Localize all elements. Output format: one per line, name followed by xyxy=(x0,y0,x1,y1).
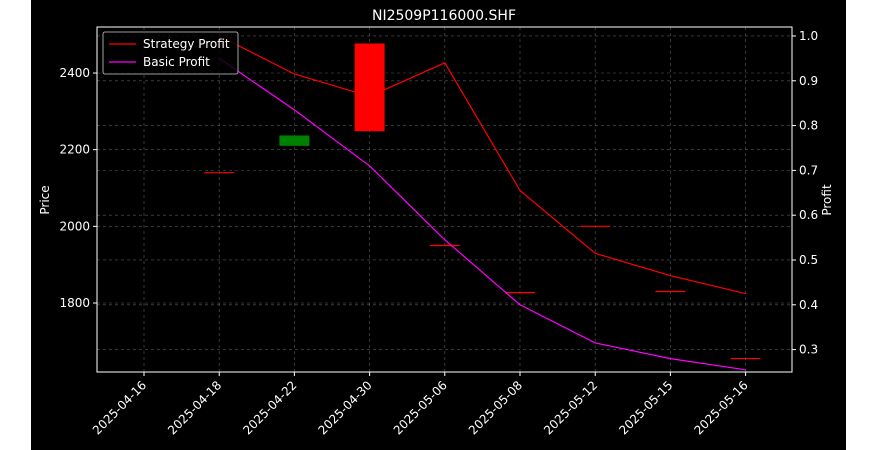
legend: Strategy Profit Basic Profit xyxy=(102,31,239,75)
profit-lines xyxy=(218,35,746,371)
y-right-tick-label: 0.9 xyxy=(799,74,818,88)
x-tick-label: 2025-05-06 xyxy=(391,378,450,437)
x-tick-label: 2025-05-12 xyxy=(541,378,600,437)
legend-box xyxy=(102,31,239,75)
y-left-tick-label: 2000 xyxy=(59,219,90,233)
candle xyxy=(354,43,385,132)
y-axis-right-label: Profit xyxy=(820,184,834,216)
candle xyxy=(279,135,310,146)
y-right-tick-label: 0.8 xyxy=(799,119,818,133)
plot-area xyxy=(97,27,792,372)
y-right-tick-label: 0.6 xyxy=(799,208,818,222)
y-axis-left-label: Price xyxy=(38,185,52,214)
y-right-tick-label: 0.4 xyxy=(799,298,818,312)
y-left-tick-label: 2200 xyxy=(59,143,90,157)
chart-figure: 2025-04-16 2025-04-18 2025-04-22 2025-04-30… xyxy=(31,0,846,450)
x-tick-label: 2025-05-15 xyxy=(616,378,675,437)
x-tick-label: 2025-04-16 xyxy=(90,378,149,437)
strategy-profit-line xyxy=(218,35,746,295)
price-profit-chart: 2025-04-16 2025-04-18 2025-04-22 2025-04-30… xyxy=(38,8,834,437)
x-tick-label: 2025-04-30 xyxy=(316,378,375,437)
x-tick-label: 2025-04-22 xyxy=(240,378,299,437)
legend-label-basic-profit: Basic Profit xyxy=(143,55,210,69)
y-right-tick-label: 0.7 xyxy=(799,163,818,177)
y-axis-left: 1800 2000 2200 2400 xyxy=(59,66,97,310)
x-tick-label: 2025-05-16 xyxy=(692,378,751,437)
y-left-tick-label: 2400 xyxy=(59,66,90,80)
chart-title: NI2509P116000.SHF xyxy=(372,8,516,24)
x-tick-label: 2025-04-18 xyxy=(165,378,224,437)
y-axis-right: 0.3 0.4 0.5 0.6 0.7 0.8 0.9 1.0 xyxy=(792,29,818,357)
basic-profit-line xyxy=(218,57,746,371)
legend-label-strategy-profit: Strategy Profit xyxy=(143,37,230,51)
x-axis: 2025-04-16 2025-04-18 2025-04-22 2025-04-30… xyxy=(90,372,751,437)
candles xyxy=(204,43,761,360)
x-tick-label: 2025-05-08 xyxy=(466,378,525,437)
y-right-tick-label: 0.3 xyxy=(799,343,818,357)
y-right-tick-label: 0.5 xyxy=(799,253,818,267)
y-left-tick-label: 1800 xyxy=(59,296,90,310)
y-right-tick-label: 1.0 xyxy=(799,29,818,43)
